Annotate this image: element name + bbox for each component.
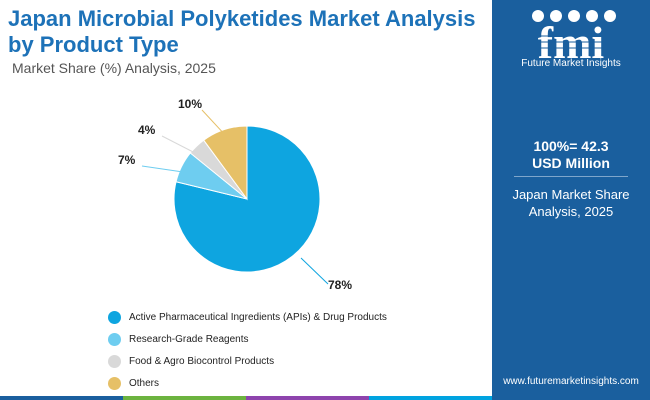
legend-label: Others	[129, 377, 160, 389]
share-line-2: Analysis, 2025	[528, 204, 614, 219]
pie-chart: 78% 7% 4% 10%	[118, 97, 352, 292]
brand-name: Future Market Insights	[521, 58, 621, 69]
total-line-2: USD Million	[532, 155, 610, 171]
bottom-bar-segment	[0, 396, 123, 400]
pie-slice	[203, 125, 248, 201]
legend-label: Active Pharmaceutical Ingredients (APIs)…	[129, 311, 387, 323]
slice-label: 10%	[178, 97, 202, 111]
label-leader-line	[141, 165, 184, 173]
total-line-1: 100%= 42.3	[533, 138, 609, 154]
legend-swatch	[108, 354, 121, 368]
fmi-logo: fmi	[510, 10, 632, 68]
share-label: Japan Market Share Analysis, 2025	[492, 186, 650, 220]
total-value: 100%= 42.3 USD Million	[492, 138, 650, 172]
legend-label: Research-Grade Reagents	[129, 333, 249, 345]
website-link[interactable]: www.futuremarketinsights.com	[503, 376, 639, 387]
bottom-bar-segment	[123, 396, 246, 400]
legend-label: Food & Agro Biocontrol Products	[129, 355, 275, 367]
legend-item: Food & Agro Biocontrol Products	[108, 350, 387, 372]
legend-item: Research-Grade Reagents	[108, 328, 387, 350]
brand-panel: fmi Future Market Insights 100%= 42.3 US…	[492, 0, 650, 400]
panel-divider	[514, 176, 628, 177]
slice-label: 78%	[328, 278, 352, 292]
slice-label: 7%	[118, 153, 136, 167]
bottom-color-bar	[0, 396, 492, 400]
share-line-1: Japan Market Share	[512, 187, 630, 202]
legend-item: Others	[108, 372, 387, 394]
chart-subtitle: Market Share (%) Analysis, 2025	[12, 60, 216, 76]
label-leader-line	[161, 135, 200, 156]
chart-title: Japan Microbial Polyketides Market Analy…	[8, 6, 476, 57]
label-leader-line	[300, 257, 329, 285]
legend: Active Pharmaceutical Ingredients (APIs)…	[108, 306, 387, 394]
legend-item: Active Pharmaceutical Ingredients (APIs)…	[108, 306, 387, 328]
slice-label: 4%	[138, 123, 156, 137]
bottom-bar-segment	[369, 396, 492, 400]
legend-swatch	[108, 332, 121, 346]
legend-swatch	[108, 376, 121, 390]
legend-swatch	[108, 310, 121, 324]
label-leader-line	[201, 109, 228, 138]
bottom-bar-segment	[246, 396, 369, 400]
